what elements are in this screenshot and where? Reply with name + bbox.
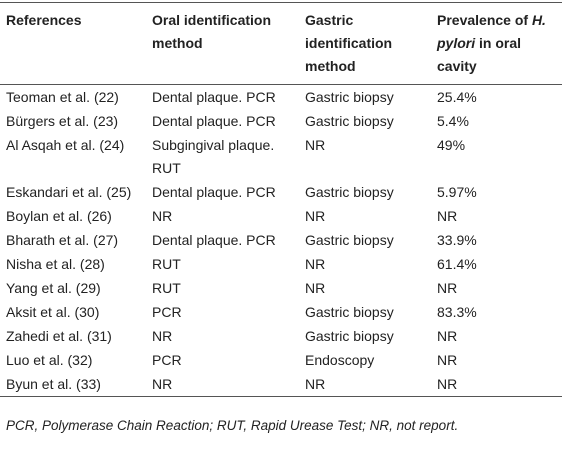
table-cell: NR xyxy=(437,328,458,344)
table-header: References Oral identification method Gast… xyxy=(0,2,562,85)
table-cell: NR xyxy=(305,256,326,272)
table-body: Teoman et al. (22) Dental plaque. PCR Gast… xyxy=(0,85,562,397)
table-cell: NR xyxy=(152,376,173,392)
table-row: Zahedi et al. (31) NR Gastric biopsy NR xyxy=(0,324,562,348)
table-cell: Dental plaque. PCR xyxy=(152,232,276,248)
table-cell: 5.4% xyxy=(437,113,469,129)
table-row: Boylan et al. (26) NR NR NR xyxy=(0,204,562,228)
table-cell: 33.9% xyxy=(437,232,477,248)
table-cell: Luo et al. (32) xyxy=(6,352,93,368)
header-text: H. pylori xyxy=(437,12,546,51)
table-cell: PCR xyxy=(152,352,182,368)
table-cell: PCR xyxy=(152,304,182,320)
table-cell: Gastric biopsy xyxy=(305,304,394,320)
table-row: Luo et al. (32) PCR Endoscopy NR xyxy=(0,348,562,372)
table-cell: 61.4% xyxy=(437,256,477,272)
header-text: Prevalence of xyxy=(437,12,532,28)
table-cell: Nisha et al. (28) xyxy=(6,256,105,272)
table-cell: Boylan et al. (26) xyxy=(6,208,112,224)
table-cell: NR xyxy=(305,280,326,296)
header-text: Oral identification method xyxy=(152,12,272,51)
table-cell: NR xyxy=(437,208,458,224)
table-cell: Bürgers et al. (23) xyxy=(6,113,119,129)
table-cell: Gastric biopsy xyxy=(305,232,394,248)
table-cell: NR xyxy=(437,352,458,368)
table-cell: NR xyxy=(305,137,326,153)
table-cell: NR xyxy=(437,280,458,296)
table-cell: Eskandari et al. (25) xyxy=(6,184,132,200)
table-row: Eskandari et al. (25) Dental plaque. PCR G… xyxy=(0,180,562,204)
table-cell: Gastric biopsy xyxy=(305,184,394,200)
header-cell: Prevalence of H. pylori in oral cavity xyxy=(431,2,562,85)
table-cell: Dental plaque. PCR xyxy=(152,89,276,105)
table-cell: Zahedi et al. (31) xyxy=(6,328,112,344)
table-row: Teoman et al. (22) Dental plaque. PCR Gast… xyxy=(0,85,562,110)
table-cell: NR xyxy=(305,376,326,392)
table-cell: 83.3% xyxy=(437,304,477,320)
table-row: Al Asqah et al. (24) Subgingival plaque. … xyxy=(0,133,562,180)
table-cell: Gastric biopsy xyxy=(305,113,394,129)
header-row: References Oral identification method Gast… xyxy=(0,2,562,85)
table-row: Nisha et al. (28) RUT NR 61.4% xyxy=(0,252,562,276)
table-cell: RUT xyxy=(152,280,181,296)
table-cell: 5.97% xyxy=(437,184,477,200)
table-cell: Dental plaque. PCR xyxy=(152,184,276,200)
table-row: Bharath et al. (27) Dental plaque. PCR Gas… xyxy=(0,228,562,252)
table-row: Yang et al. (29) RUT NR NR xyxy=(0,276,562,300)
table-cell: Byun et al. (33) xyxy=(6,376,101,392)
header-text: in oral cavity xyxy=(437,35,522,74)
table-cell: Teoman et al. (22) xyxy=(6,89,119,105)
table-cell: Gastric biopsy xyxy=(305,89,394,105)
table-row: Aksit et al. (30) PCR Gastric biopsy 83.3% xyxy=(0,300,562,324)
table-cell: 49% xyxy=(437,137,466,153)
table-cell: NR xyxy=(152,208,173,224)
data-table: References Oral identification method Gast… xyxy=(0,2,562,397)
table-cell: RUT xyxy=(152,256,181,272)
table-cell: NR xyxy=(305,208,326,224)
table-row: Bürgers et al. (23) Dental plaque. PCR Gas… xyxy=(0,109,562,133)
table-cell: Gastric biopsy xyxy=(305,328,394,344)
header-cell: References xyxy=(0,2,146,85)
table-cell: Subgingival plaque. RUT xyxy=(152,137,275,176)
header-cell: Oral identification method xyxy=(146,2,299,85)
table-cell: NR xyxy=(437,376,458,392)
table-cell: Yang et al. (29) xyxy=(6,280,101,296)
table-cell: Aksit et al. (30) xyxy=(6,304,100,320)
table-cell: Bharath et al. (27) xyxy=(6,232,119,248)
footnote: PCR, Polymerase Chain Reaction; RUT, Rap… xyxy=(6,418,459,433)
table-cell: NR xyxy=(152,328,173,344)
table-row: Byun et al. (33) NR NR NR xyxy=(0,372,562,397)
table-cell: 25.4% xyxy=(437,89,477,105)
table-cell: Endoscopy xyxy=(305,352,375,368)
table-cell: Al Asqah et al. (24) xyxy=(6,137,125,153)
header-cell: Gastric identification method xyxy=(299,2,431,85)
header-text: Gastric identification method xyxy=(305,12,393,74)
header-text: References xyxy=(6,12,82,28)
table-cell: Dental plaque. PCR xyxy=(152,113,276,129)
